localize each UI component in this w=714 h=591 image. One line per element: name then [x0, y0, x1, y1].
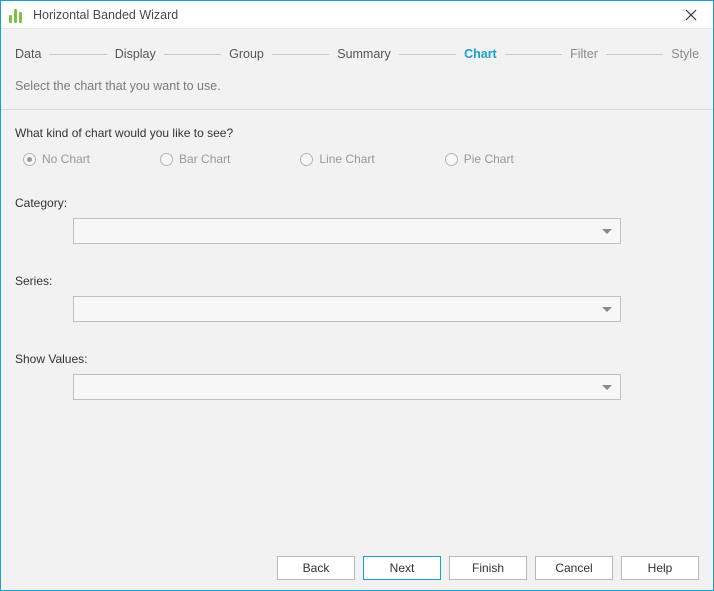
chevron-down-icon [602, 307, 612, 312]
radio-label: Line Chart [319, 152, 374, 166]
back-button[interactable]: Back [277, 556, 355, 580]
wizard-steps: Data Display Group Summary Chart Filter … [15, 47, 699, 61]
radio-bar-chart[interactable]: Bar Chart [160, 152, 230, 166]
finish-button-label: Finish [472, 561, 504, 575]
radio-label: No Chart [42, 152, 90, 166]
step-filter[interactable]: Filter [570, 47, 598, 61]
next-button-label: Next [390, 561, 415, 575]
step-style[interactable]: Style [671, 47, 699, 61]
finish-button[interactable]: Finish [449, 556, 527, 580]
step-separator [399, 54, 456, 55]
chevron-down-icon [602, 229, 612, 234]
wizard-header: Data Display Group Summary Chart Filter … [1, 29, 713, 110]
cancel-button-label: Cancel [555, 561, 592, 575]
next-button[interactable]: Next [363, 556, 441, 580]
wizard-footer: Back Next Finish Cancel Help [1, 546, 713, 590]
chevron-down-icon [602, 385, 612, 390]
category-field-block: Category: [15, 196, 699, 244]
wizard-window: Horizontal Banded Wizard Data Display Gr… [0, 0, 714, 591]
step-separator [49, 54, 106, 55]
close-button[interactable] [677, 1, 705, 28]
chart-question: What kind of chart would you like to see… [15, 126, 699, 140]
wizard-content: What kind of chart would you like to see… [1, 110, 713, 546]
radio-line-chart[interactable]: Line Chart [300, 152, 374, 166]
category-label: Category: [15, 196, 699, 210]
category-dropdown[interactable] [73, 218, 621, 244]
series-dropdown[interactable] [73, 296, 621, 322]
radio-icon [160, 153, 173, 166]
show-values-label: Show Values: [15, 352, 699, 366]
radio-label: Pie Chart [464, 152, 514, 166]
step-separator [164, 54, 221, 55]
step-summary[interactable]: Summary [337, 47, 390, 61]
wizard-icon [9, 7, 25, 23]
step-separator [606, 54, 663, 55]
radio-pie-chart[interactable]: Pie Chart [445, 152, 514, 166]
step-group[interactable]: Group [229, 47, 264, 61]
radio-icon [300, 153, 313, 166]
step-chart[interactable]: Chart [464, 47, 497, 61]
show-values-field-block: Show Values: [15, 352, 699, 400]
step-data[interactable]: Data [15, 47, 41, 61]
close-icon [685, 9, 697, 21]
cancel-button[interactable]: Cancel [535, 556, 613, 580]
wizard-subtitle: Select the chart that you want to use. [15, 79, 699, 93]
back-button-label: Back [303, 561, 330, 575]
radio-icon [445, 153, 458, 166]
show-values-dropdown[interactable] [73, 374, 621, 400]
help-button[interactable]: Help [621, 556, 699, 580]
step-separator [272, 54, 329, 55]
series-label: Series: [15, 274, 699, 288]
radio-label: Bar Chart [179, 152, 230, 166]
chart-type-options: No Chart Bar Chart Line Chart Pie Chart [23, 152, 699, 166]
help-button-label: Help [648, 561, 673, 575]
step-separator [505, 54, 562, 55]
radio-no-chart[interactable]: No Chart [23, 152, 90, 166]
window-title: Horizontal Banded Wizard [33, 8, 178, 22]
radio-icon [23, 153, 36, 166]
step-display[interactable]: Display [115, 47, 156, 61]
titlebar: Horizontal Banded Wizard [1, 1, 713, 29]
series-field-block: Series: [15, 274, 699, 322]
